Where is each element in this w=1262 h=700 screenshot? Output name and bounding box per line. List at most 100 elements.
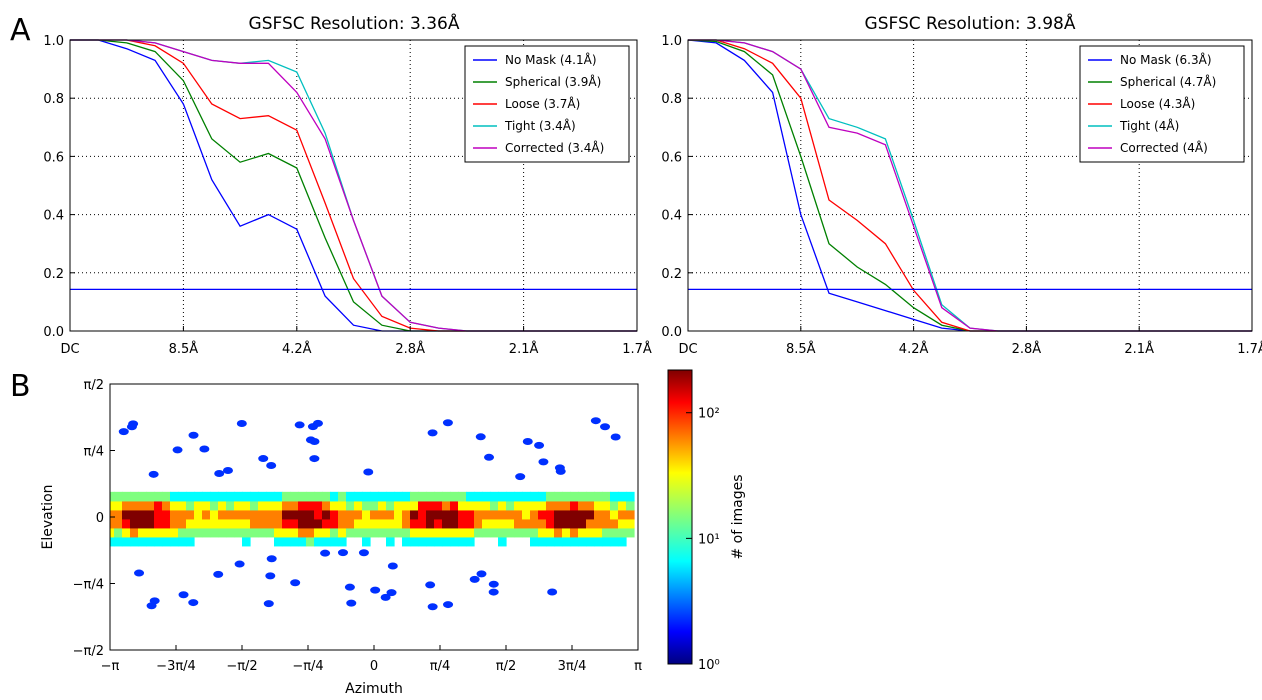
heat-cell: [242, 500, 251, 511]
heat-cell: [442, 509, 451, 520]
heat-cell: [466, 536, 475, 547]
x-tick-label: −3π/4: [156, 659, 196, 674]
heat-cell: [322, 518, 331, 529]
heat-cell: [610, 509, 619, 520]
heat-cell: [314, 536, 323, 547]
heat-cell: [202, 518, 211, 529]
heat-cell: [282, 500, 291, 511]
heat-cell: [242, 518, 251, 529]
heat-cell: [122, 536, 131, 547]
heat-cell: [426, 527, 435, 538]
heat-cell: [562, 527, 571, 538]
heat-cell: [618, 536, 627, 547]
heat-cell: [466, 491, 475, 502]
heat-cell: [602, 527, 611, 538]
heat-cell: [458, 500, 467, 511]
heat-cell: [146, 536, 155, 547]
heat-cell: [594, 518, 603, 529]
heat-cell: [482, 518, 491, 529]
heat-cell: [434, 509, 443, 520]
heat-cell: [418, 527, 427, 538]
heat-cell: [210, 509, 219, 520]
heat-cell: [474, 509, 483, 520]
heat-cell: [434, 491, 443, 502]
heat-cell: [110, 536, 115, 547]
heat-cell: [154, 509, 163, 520]
heat-cell: [258, 509, 267, 520]
heat-cell: [110, 509, 115, 520]
heat-cell: [474, 491, 483, 502]
heat-cell: [498, 509, 507, 520]
heat-cell: [626, 509, 635, 520]
heat-cell: [186, 527, 195, 538]
panel-label-a: A: [10, 13, 31, 48]
heat-cell: [110, 518, 115, 529]
heat-cell: [394, 527, 403, 538]
heat-cell: [178, 509, 187, 520]
heat-cell: [538, 458, 549, 466]
heat-cell: [538, 518, 547, 529]
x-tick-label: 2.8Å: [1012, 341, 1042, 357]
heat-cell: [387, 562, 398, 570]
heat-cell: [322, 527, 331, 538]
y-tick-label: 1.0: [661, 34, 682, 49]
heat-cell: [562, 509, 571, 520]
heat-cell: [346, 527, 355, 538]
heat-cell: [298, 491, 307, 502]
legend: No Mask (6.3Å) Spherical (4.7Å) Loose (4.3…: [1079, 45, 1245, 163]
heat-cell: [202, 527, 211, 538]
heat-cell: [114, 536, 123, 547]
heat-cell: [250, 518, 259, 529]
heat-cell: [490, 500, 499, 511]
heat-cell: [443, 601, 454, 609]
heat-cell: [218, 518, 227, 529]
heat-cell: [530, 527, 539, 538]
heat-cell: [594, 491, 603, 502]
x-tick-label: 4.2Å: [899, 341, 929, 357]
heat-cell: [138, 500, 147, 511]
heat-cell: [354, 491, 363, 502]
heat-cell: [210, 527, 219, 538]
heat-cell: [562, 500, 571, 511]
chart-title: GSFSC Resolution: 3.98Å: [865, 12, 1076, 34]
colorbar-label: # of images: [730, 474, 746, 559]
heat-cell: [426, 509, 435, 520]
heat-cell: [122, 500, 131, 511]
heat-cell: [282, 509, 291, 520]
heat-cell: [522, 491, 531, 502]
heat-cell: [162, 518, 171, 529]
legend-entry: Corrected (4Å): [1120, 140, 1208, 155]
heat-cell: [450, 527, 459, 538]
heat-cell: [466, 518, 475, 529]
heat-cell: [402, 536, 411, 547]
x-tick-label: −π/4: [292, 659, 323, 674]
heat-cell: [330, 500, 339, 511]
heat-cell: [482, 509, 491, 520]
heat-cell: [578, 536, 587, 547]
heat-cell: [458, 536, 467, 547]
heat-cell: [498, 518, 507, 529]
y-tick-label: 0.8: [661, 92, 682, 107]
heat-cell: [370, 586, 381, 594]
x-tick-label: 1.7Å: [622, 341, 652, 357]
heat-cell: [234, 500, 243, 511]
heat-cell: [250, 527, 259, 538]
heat-cell: [484, 453, 495, 461]
heat-cell: [344, 583, 355, 591]
fsc-chart-1: GSFSC Resolution: 3.36Å 0.0 0.2 0.4 0.6 0.8 1…: [43, 12, 652, 357]
heat-cell: [618, 518, 627, 529]
heat-cell: [610, 491, 619, 502]
legend-entry: No Mask (4.1Å): [505, 52, 597, 67]
heat-cell: [530, 536, 539, 547]
heat-cell: [170, 500, 179, 511]
heat-cell: [226, 509, 235, 520]
heat-cell: [530, 500, 539, 511]
heat-cell: [199, 445, 210, 453]
heat-cell: [466, 500, 475, 511]
x-tick-label: 0: [370, 659, 378, 674]
heat-cell: [218, 500, 227, 511]
heat-cell: [338, 527, 347, 538]
heat-cell: [600, 423, 611, 431]
heat-cell: [236, 420, 247, 428]
heat-cell: [114, 491, 123, 502]
